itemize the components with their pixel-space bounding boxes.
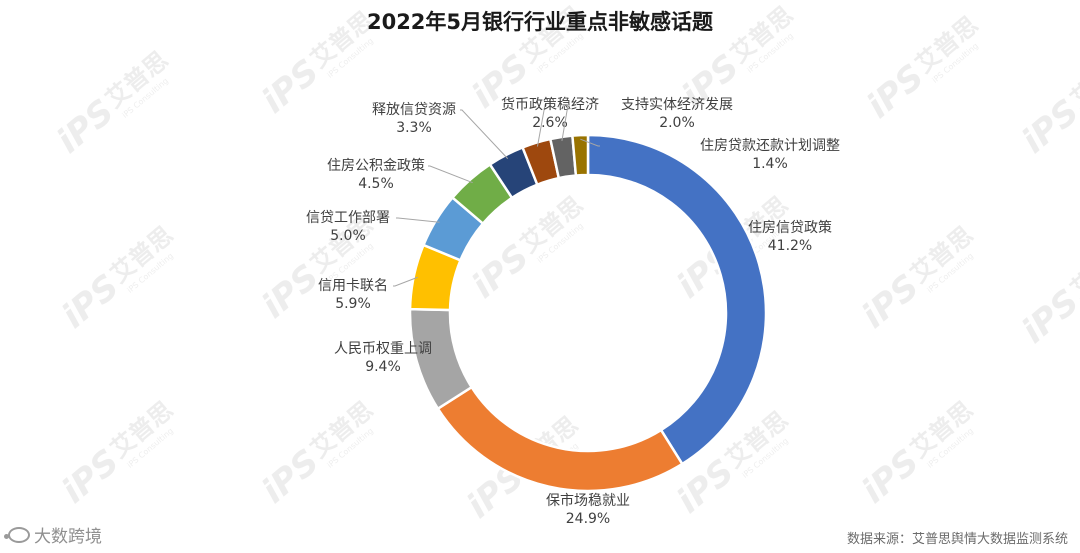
slice-label-1: 住房信贷政策 (748, 219, 832, 236)
slice-label-5: 信贷工作部署 (306, 210, 390, 226)
slice-value-6: 4.5% (358, 176, 394, 192)
slice-label-9: 支持实体经济发展 (621, 97, 733, 113)
donut-slice-1 (586, 133, 768, 466)
slice-value-2: 24.9% (566, 511, 610, 527)
leader-line-10 (580, 138, 600, 147)
chart-title: 2022年5月银行行业重点非敏感话题 (366, 10, 714, 34)
donut-slice-3 (408, 307, 474, 411)
leader-line-6 (428, 165, 473, 184)
leader-line-8 (536, 104, 547, 147)
data-source-note: 数据来源：艾普思舆情大数据监测系统 (846, 532, 1068, 547)
leader-line-9 (561, 104, 570, 142)
leader-line-5 (396, 217, 440, 223)
donut-slice-10 (571, 133, 590, 177)
leader-line-4 (393, 276, 418, 287)
brand-logo: 大数跨境 (4, 522, 102, 547)
slice-label-6: 住房公积金政策 (327, 157, 425, 174)
slice-label-7: 释放信贷资源 (372, 102, 456, 118)
slice-value-7: 3.3% (396, 120, 432, 136)
slice-label-3: 人民币权重上调 (334, 341, 432, 357)
slice-label-8: 货币政策稳经济 (501, 96, 599, 113)
slice-value-10: 1.4% (752, 156, 788, 172)
slice-label-2: 保市场稳就业 (546, 492, 630, 509)
slice-value-9: 2.0% (659, 115, 695, 131)
donut-slice-2 (436, 385, 684, 493)
brand-name: 大数跨境 (34, 527, 102, 547)
leader-line-7 (460, 109, 509, 159)
chat-bubble-icon (4, 526, 30, 543)
slice-value-5: 5.0% (330, 228, 366, 244)
slice-value-4: 5.9% (335, 296, 371, 312)
slice-value-8: 2.6% (532, 115, 568, 131)
slice-label-4: 信用卡联名 (318, 278, 388, 294)
slice-label-10: 住房贷款还款计划调整 (700, 138, 840, 154)
slice-value-3: 9.4% (365, 359, 401, 375)
slice-value-1: 41.2% (768, 238, 812, 254)
